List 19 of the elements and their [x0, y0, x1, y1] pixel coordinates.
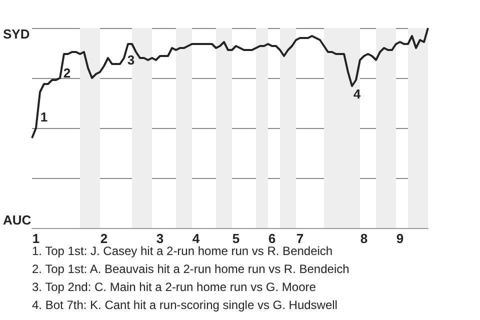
- x-tick-label: 9: [396, 231, 404, 246]
- annotation: 3: [127, 52, 135, 68]
- x-tick-label: 2: [100, 231, 108, 246]
- x-tick-label: 5: [232, 231, 240, 246]
- text: SYD: [3, 26, 30, 42]
- x-tick-label: 4: [192, 231, 200, 246]
- text: AUC: [3, 212, 32, 228]
- text: 3. Top 2nd: C. Main hit a 2-run home run vs G. Moore: [32, 280, 316, 294]
- text: 2. Top 1st: A. Beauvais hit a 2-run home run vs R. Bendeich: [32, 262, 350, 276]
- text: 4. Bot 7th: K. Cant hit a run-scoring single vs G. Hudswell: [32, 298, 338, 312]
- x-tick-label: 8: [360, 231, 368, 246]
- annotation: 2: [63, 66, 71, 80]
- annotation: 1: [40, 110, 48, 124]
- text: 1. Top 1st: J. Casey hit a 2-run home run vs R. Bendeich: [32, 244, 333, 258]
- x-tick-label: 7: [296, 231, 304, 246]
- x-tick-label: 6: [268, 231, 276, 246]
- x-tick-label: 1: [32, 231, 40, 246]
- x-tick-label: 3: [156, 231, 164, 246]
- annotation: 4: [353, 86, 362, 102]
